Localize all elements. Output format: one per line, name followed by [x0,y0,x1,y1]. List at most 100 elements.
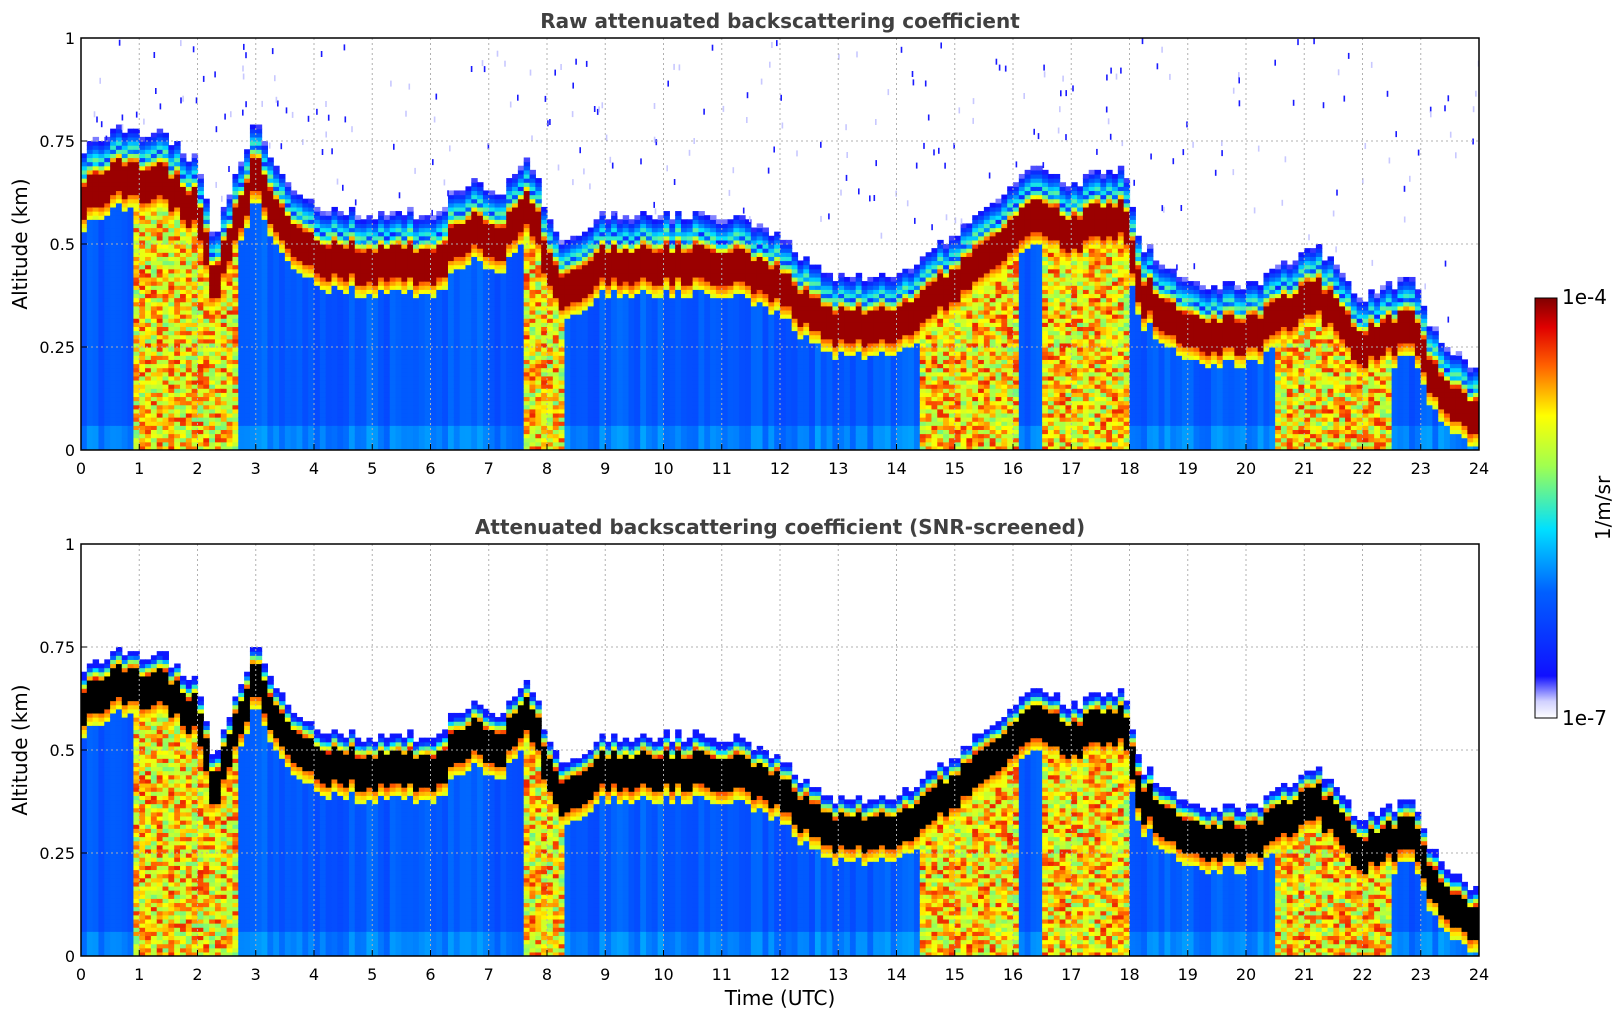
heatmap-cell [115,375,123,381]
heatmap-cell [98,437,105,443]
heatmap-cell [150,347,158,352]
heatmap-cell [401,400,408,406]
heatmap-cell [413,342,420,348]
heatmap-cell [244,363,251,369]
heatmap-cell [168,235,175,241]
heatmap-cell [127,149,135,154]
heatmap-cell [471,347,478,352]
heatmap-cell [494,334,501,340]
heatmap-cell [197,412,204,418]
heatmap-cell [232,223,239,229]
heatmap-cell [162,330,169,336]
heatmap-cell [413,285,420,290]
heatmap-cell [314,318,321,323]
heatmap-cell [133,173,140,179]
heatmap-cell [81,223,88,229]
heatmap-cell [197,215,204,220]
heatmap-cell [226,326,234,332]
heatmap-cell [284,388,292,393]
heatmap-cell [81,182,88,187]
heatmap-cell [168,145,175,150]
heatmap-cell [255,363,263,369]
heatmap-cell [209,326,216,332]
heatmap-cell [214,429,222,435]
heatmap-cell [255,396,263,402]
heatmap-cell [273,223,280,229]
heatmap-cell [238,334,245,340]
heatmap-cell [273,429,280,435]
heatmap-cell [279,359,286,365]
heatmap-cell [249,136,257,142]
heatmap-cell [168,276,175,282]
heatmap-cell [255,392,263,398]
heatmap-cell [226,445,234,450]
heatmap-cell [296,342,303,348]
heatmap-cell [174,248,181,253]
heatmap-cell [512,276,519,282]
heatmap-cell [180,318,187,323]
heatmap-cell [121,136,129,142]
heatmap-cell [232,322,239,327]
heatmap-cell [261,256,268,262]
heatmap-cell [360,244,368,249]
heatmap-cell [139,149,146,154]
heatmap-cell [447,215,455,220]
heatmap-cell [383,400,391,406]
heatmap-cell [273,400,280,406]
heatmap-cell [121,400,129,406]
heatmap-cell [249,289,257,295]
heatmap-cell [401,392,408,398]
heatmap-cell [191,186,199,192]
heatmap-cell [81,338,88,344]
heatmap-cell [267,408,274,414]
heatmap-cell [436,264,443,270]
heatmap-cell [512,202,519,208]
heatmap-cell [86,157,94,163]
heatmap-cell [343,359,350,365]
heatmap-cell [279,351,286,356]
heatmap-cell [185,248,193,253]
heatmap-cell [302,388,309,393]
heatmap-cell [517,252,525,257]
heatmap-cell [156,355,164,360]
heatmap-cell [447,379,455,385]
heatmap-cell [86,153,94,159]
heatmap-cell [517,239,525,245]
heatmap-cell [395,367,402,373]
heatmap-cell [244,359,251,365]
heatmap-cell [302,309,309,315]
heatmap-cell [150,149,158,154]
heatmap-cell [98,289,105,295]
heatmap-cell [284,326,292,332]
heatmap-cell [197,276,204,282]
heatmap-cell [86,239,94,245]
heatmap-cell [279,330,286,336]
heatmap-cell [98,227,105,233]
heatmap-cell [238,178,245,183]
heatmap-cell [209,297,216,303]
heatmap-cell [506,396,513,402]
heatmap-cell [156,326,164,332]
heatmap-cell [471,351,478,356]
heatmap-cell [319,227,327,233]
heatmap-cell [203,433,210,439]
heatmap-cell [488,388,496,393]
heatmap-cell [395,318,402,323]
heatmap-cell [168,198,175,204]
heatmap-cell [319,355,327,360]
heatmap-cell [308,351,315,356]
heatmap-cell [81,227,88,233]
heatmap-cell [98,318,105,323]
heatmap-cell [366,445,373,450]
heatmap-cell [86,421,94,426]
heatmap-cell [372,375,379,381]
heatmap-cell [389,367,397,373]
heatmap-cell [290,363,298,369]
heatmap-cell [139,198,146,204]
heatmap-cell [133,272,140,278]
heatmap-cell [267,161,274,167]
heatmap-cell [506,260,513,266]
heatmap-cell [494,231,501,237]
heatmap-cell [139,318,146,323]
heatmap-cell [389,211,397,216]
